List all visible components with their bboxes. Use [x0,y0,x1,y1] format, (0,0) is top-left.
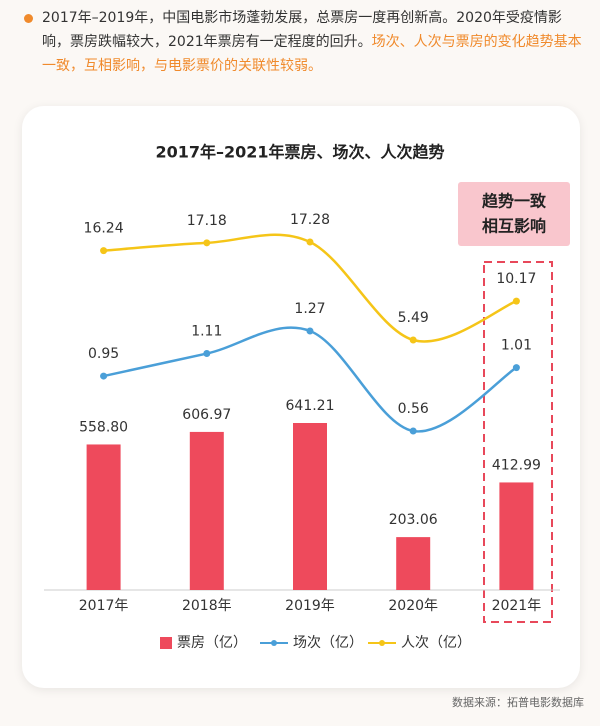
point [409,427,417,435]
point [203,350,211,358]
line [103,233,517,343]
value-label: 0.56 [398,401,429,417]
value-label: 17.18 [187,213,227,229]
bar [86,444,121,590]
legend-swatch [379,640,385,646]
bar [189,431,224,590]
annotation-box [458,182,570,246]
chart-title: 2017年–2021年票房、场次、人次趋势 [155,143,444,162]
x-tick-label: 2021年 [492,598,542,614]
value-label: 5.49 [398,310,429,326]
value-label: 558.80 [79,419,128,435]
x-tick-label: 2019年 [285,598,335,614]
point [203,239,211,247]
intro-highlight: 场次、人次与票房的变化趋势基本一致，互相影响，与电影票价的关联性较弱。 [42,34,582,74]
point [512,297,520,305]
legend-label: 人次（亿） [401,635,471,651]
intro-body: 2017年–2019年，中国电影市场蓬勃发展，总票房一度再创新高。2020年受疫… [42,10,562,50]
point [306,327,314,335]
value-label: 203.06 [389,512,438,528]
legend-swatch [271,640,277,646]
line [103,326,518,433]
value-label: 412.99 [492,457,541,473]
annotation: 趋势一致 [482,192,547,211]
value-label: 641.21 [286,398,335,414]
bar [293,423,327,590]
value-label: 1.11 [191,324,222,340]
bar [396,537,431,590]
value-label: 17.28 [290,212,330,228]
bar [499,482,534,590]
value-label: 16.24 [84,221,124,237]
point [100,247,108,255]
legend-swatch [160,637,172,649]
point [409,336,417,344]
source: 数据来源：拓普电影数据库 [452,696,584,709]
value-label: 10.17 [496,271,536,287]
legend-label: 票房（亿） [177,635,247,651]
value-label: 1.01 [501,338,532,354]
point [100,372,108,380]
value-label: 606.97 [182,407,231,423]
point [306,238,314,246]
highlight-frame [483,261,553,623]
bullet [24,14,33,23]
intro-text: 2017年–2019年，中国电影市场蓬勃发展，总票房一度再创新高。2020年受疫… [42,6,582,78]
x-tick-label: 2018年 [182,598,232,614]
legend-label: 场次（亿） [293,635,363,651]
annotation: 相互影响 [482,217,546,236]
x-tick-label: 2017年 [79,598,129,614]
value-label: 1.27 [294,301,325,317]
point [512,364,520,372]
value-label: 0.95 [88,346,119,362]
x-tick-label: 2020年 [388,598,438,614]
